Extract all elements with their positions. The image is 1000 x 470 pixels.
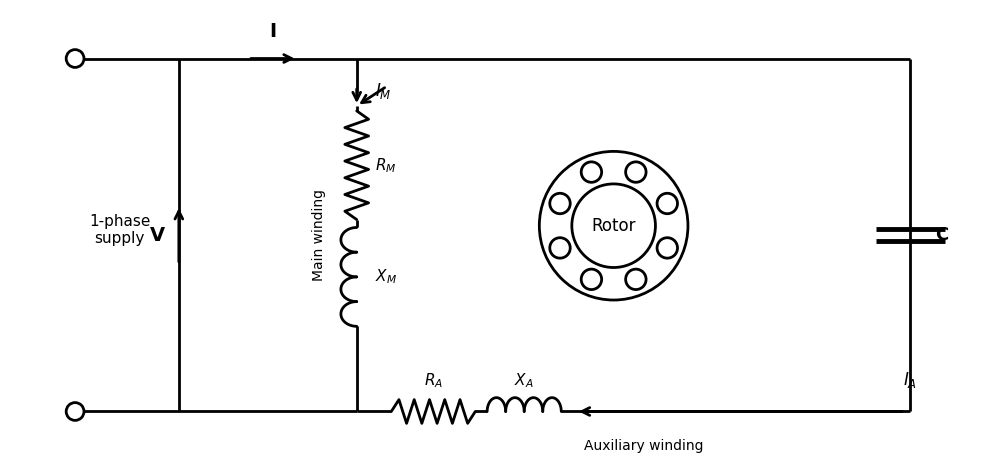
- Text: Rotor: Rotor: [591, 217, 636, 235]
- Text: $R_M$: $R_M$: [375, 156, 396, 174]
- Text: Auxiliary winding: Auxiliary winding: [584, 439, 703, 453]
- Text: $I_M$: $I_M$: [375, 81, 391, 101]
- Text: I: I: [269, 22, 276, 41]
- Text: $X_A$: $X_A$: [514, 371, 534, 390]
- Text: Main winding: Main winding: [312, 189, 326, 281]
- Text: C: C: [935, 226, 948, 244]
- Text: $R_A$: $R_A$: [424, 371, 443, 390]
- Text: $I_A$: $I_A$: [903, 370, 917, 390]
- Text: $X_M$: $X_M$: [375, 267, 396, 286]
- Text: 1-phase
supply: 1-phase supply: [89, 214, 150, 246]
- Text: V: V: [150, 226, 165, 244]
